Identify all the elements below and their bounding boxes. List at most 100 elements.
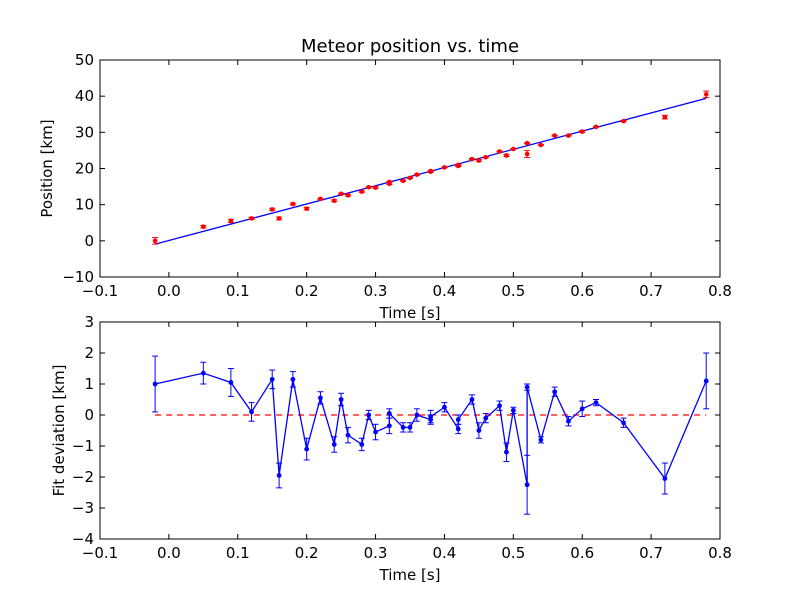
- deviation-point: [510, 407, 516, 413]
- position-point: [373, 185, 378, 190]
- position-point: [269, 207, 275, 212]
- position-y-tick-label: −10: [62, 268, 94, 286]
- deviation-point: [414, 412, 420, 418]
- position-x-axis-label: Time [s]: [379, 304, 441, 322]
- deviation-point: [359, 442, 365, 447]
- deviation-point: [455, 426, 461, 432]
- position-y-tick-label: 50: [75, 51, 94, 69]
- position-point: [331, 198, 337, 203]
- position-point: [359, 189, 365, 194]
- position-point: [524, 151, 530, 157]
- position-point: [511, 146, 516, 152]
- position-point: [504, 153, 509, 158]
- deviation-x-tick-label: 0.1: [226, 544, 250, 562]
- position-point: [400, 178, 406, 184]
- position-y-tick-label: 40: [75, 87, 94, 105]
- deviation-y-axis-label: Fit deviation [km]: [50, 365, 68, 497]
- deviation-point: [552, 389, 558, 395]
- deviation-point: [152, 381, 158, 387]
- position-x-tick-label: 0.4: [433, 282, 457, 300]
- deviation-x-tick-label: −0.1: [82, 544, 118, 562]
- chart-title: Meteor position vs. time: [301, 36, 519, 57]
- position-x-tick-label: 0.8: [708, 282, 732, 300]
- position-point: [497, 149, 502, 154]
- deviation-point: [469, 397, 475, 402]
- position-point: [538, 142, 544, 148]
- deviation-point: [407, 425, 413, 430]
- deviation-y-tick-label: 0: [84, 406, 94, 424]
- deviation-y-tick-label: −2: [72, 468, 94, 486]
- deviation-x-tick-label: 0.6: [570, 544, 594, 562]
- position-point: [469, 156, 475, 162]
- deviation-point: [269, 376, 275, 382]
- deviation-point: [621, 420, 626, 426]
- deviation-point: [400, 425, 406, 430]
- position-point: [345, 192, 351, 198]
- position-point: [338, 191, 344, 197]
- deviation-y-tick-label: 1: [84, 375, 94, 393]
- position-x-tick-label: 0.7: [639, 282, 663, 300]
- position-point: [428, 168, 433, 174]
- deviation-point: [386, 423, 392, 429]
- deviation-point: [497, 403, 502, 409]
- position-point: [201, 224, 206, 230]
- deviation-y-tick-label: −4: [72, 530, 94, 548]
- position-point: [152, 238, 158, 244]
- position-panel: Meteor position vs. time −0.1 0.0 0.1 0.2 0.…: [38, 36, 732, 322]
- position-point: [483, 154, 489, 160]
- deviation-point: [442, 404, 447, 410]
- position-x-tick-label: 0.5: [501, 282, 525, 300]
- position-x-tick-label: 0.0: [157, 282, 181, 300]
- deviation-point: [373, 429, 378, 435]
- deviation-x-tick-label: 0.2: [295, 544, 319, 562]
- position-point: [703, 92, 709, 97]
- position-point: [455, 162, 461, 168]
- deviation-x-axis-label: Time [s]: [379, 566, 441, 584]
- deviation-point: [483, 415, 489, 421]
- position-ticks: −0.1 0.0 0.1 0.2 0.3 0.4 0.5 0.6 0.7 0.8 −10 0 10 20 3…: [62, 51, 732, 300]
- position-point: [552, 133, 557, 138]
- deviation-point: [366, 412, 372, 418]
- position-point: [276, 216, 282, 221]
- deviation-point: [345, 432, 351, 438]
- position-point: [249, 216, 254, 221]
- position-x-tick-label: 0.1: [226, 282, 250, 300]
- deviation-point: [593, 400, 599, 405]
- position-point: [414, 172, 420, 177]
- position-x-tick-label: 0.3: [364, 282, 388, 300]
- position-y-axis-label: Position [km]: [38, 119, 56, 217]
- deviation-point: [476, 428, 482, 433]
- deviation-point: [703, 378, 709, 384]
- deviation-point: [318, 395, 323, 401]
- deviation-ticks: −0.1 0.0 0.1 0.2 0.3 0.4 0.5 0.6 0.7 0.8 −4 −3 −2 −1 0…: [72, 313, 732, 562]
- position-point: [621, 118, 626, 124]
- position-point: [476, 158, 482, 163]
- position-y-tick-label: 0: [84, 232, 94, 250]
- deviation-point: [504, 449, 509, 455]
- position-y-tick-label: 30: [75, 123, 94, 141]
- position-y-tick-label: 20: [75, 160, 94, 178]
- deviation-point: [662, 476, 668, 481]
- deviation-point: [304, 446, 310, 452]
- position-point: [662, 114, 668, 120]
- deviation-x-tick-label: 0.0: [157, 544, 181, 562]
- position-point: [304, 206, 309, 211]
- deviation-point: [331, 442, 337, 447]
- position-point: [290, 201, 296, 207]
- deviation-panel: −0.1 0.0 0.1 0.2 0.3 0.4 0.5 0.6 0.7 0.8 −4 −3 −2 −1 0…: [50, 313, 732, 584]
- position-point: [442, 165, 447, 170]
- position-x-tick-label: −0.1: [82, 282, 118, 300]
- deviation-plot-marks: [152, 352, 710, 515]
- deviation-x-tick-label: 0.4: [433, 544, 457, 562]
- deviation-point: [338, 397, 344, 402]
- deviation-point: [538, 437, 544, 443]
- position-x-tick-label: 0.6: [570, 282, 594, 300]
- deviation-x-tick-label: 0.7: [639, 544, 663, 562]
- deviation-y-tick-label: −1: [72, 437, 94, 455]
- deviation-y-tick-label: 3: [84, 313, 94, 331]
- position-point: [318, 196, 323, 202]
- deviation-y-tick-label: −3: [72, 499, 94, 517]
- position-y-tick-label: 10: [75, 196, 94, 214]
- position-point: [366, 185, 371, 190]
